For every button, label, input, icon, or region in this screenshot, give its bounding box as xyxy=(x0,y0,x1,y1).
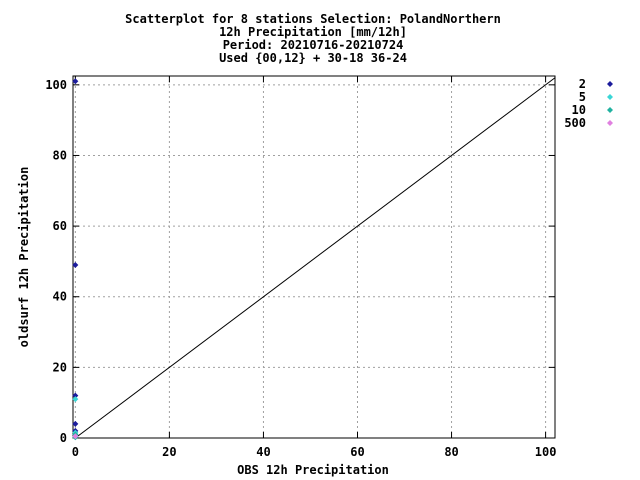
y-tick-label: 80 xyxy=(53,148,67,162)
x-axis-ticks: 0 20 40 60 80 100 xyxy=(72,76,557,459)
plot-frame xyxy=(72,75,556,439)
y-tick-label: 20 xyxy=(53,360,67,374)
legend-marker xyxy=(607,120,613,126)
title-line: Period: 20210716-20210724 xyxy=(223,38,404,52)
y-axis-label: oldsurf 12h Precipitation xyxy=(17,167,31,348)
y-tick-label: 0 xyxy=(60,431,67,445)
chart-title: Scatterplot for 8 stations Selection: Po… xyxy=(125,12,501,65)
title-line: 12h Precipitation [mm/12h] xyxy=(219,25,407,39)
grid-lines xyxy=(73,76,555,439)
x-tick-label: 20 xyxy=(162,445,176,459)
x-tick-label: 100 xyxy=(535,445,557,459)
legend-marker xyxy=(607,81,613,87)
data-point-series-2 xyxy=(72,261,79,268)
data-point-series-2 xyxy=(72,78,79,85)
x-tick-label: 60 xyxy=(350,445,364,459)
legend-label: 10 xyxy=(572,103,586,117)
y-tick-label: 40 xyxy=(53,290,67,304)
y-tick-label: 60 xyxy=(53,219,67,233)
title-line: Scatterplot for 8 stations Selection: Po… xyxy=(125,12,501,26)
y-tick-label: 100 xyxy=(45,78,67,92)
x-tick-label: 40 xyxy=(256,445,270,459)
legend-label: 5 xyxy=(579,90,586,104)
reference-diagonal-line xyxy=(75,77,556,439)
legend-label: 2 xyxy=(579,77,586,91)
x-tick-label: 80 xyxy=(444,445,458,459)
data-points xyxy=(72,78,79,441)
y-axis-ticks: 0 20 40 60 80 100 xyxy=(45,78,555,445)
legend-label: 500 xyxy=(564,116,586,130)
data-point-series-5 xyxy=(72,396,79,403)
data-point-series-2 xyxy=(72,420,79,427)
legend-marker xyxy=(607,107,613,113)
legend-marker xyxy=(607,94,613,100)
x-tick-label: 0 xyxy=(72,445,79,459)
x-axis-label: OBS 12h Precipitation xyxy=(237,463,389,477)
data-point-series-2 xyxy=(72,392,79,399)
data-point-series-500 xyxy=(72,433,79,440)
title-line: Used {00,12} + 30-18 36-24 xyxy=(219,51,407,65)
